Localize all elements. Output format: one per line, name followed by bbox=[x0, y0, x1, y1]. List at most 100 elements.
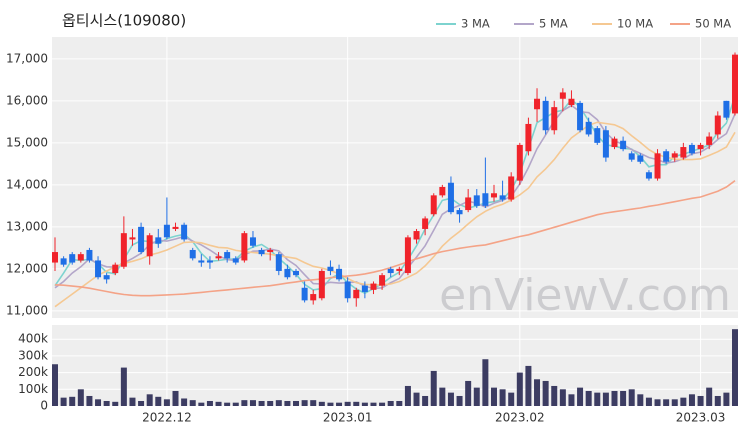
volume-bar bbox=[387, 400, 394, 406]
candle-body bbox=[189, 249, 196, 259]
candle-body bbox=[241, 233, 248, 261]
volume-bar bbox=[439, 387, 446, 406]
y-tick-label: 16,000 bbox=[6, 93, 48, 107]
volume-bar bbox=[534, 379, 541, 406]
candle-body bbox=[568, 98, 575, 106]
volume-bar bbox=[120, 367, 127, 406]
volume-bar bbox=[77, 389, 84, 406]
candle-body bbox=[77, 254, 84, 261]
candle-body bbox=[654, 153, 661, 179]
candle-body bbox=[258, 249, 265, 255]
candle-body bbox=[404, 237, 411, 274]
volume-bar bbox=[163, 399, 170, 406]
y-tick-label: 200k bbox=[18, 365, 48, 379]
volume-bar bbox=[490, 387, 497, 406]
volume-bar bbox=[732, 329, 738, 406]
candle-body bbox=[551, 107, 558, 131]
candle-body bbox=[585, 121, 592, 135]
legend-label: 50 MA bbox=[695, 17, 731, 31]
volume-bar bbox=[585, 390, 592, 406]
volume-bar bbox=[224, 402, 231, 406]
candle-body bbox=[275, 254, 282, 271]
volume-bar bbox=[86, 395, 93, 406]
volume-bar bbox=[594, 392, 601, 406]
volume-bar bbox=[60, 397, 67, 406]
volume-bar bbox=[611, 390, 618, 406]
candle-body bbox=[95, 260, 102, 278]
volume-bar bbox=[413, 392, 420, 406]
volume-bar bbox=[370, 402, 377, 406]
volume-bar bbox=[293, 400, 300, 406]
y-tick-label: 0 bbox=[40, 399, 48, 413]
volume-bar bbox=[353, 401, 360, 406]
volume-bar bbox=[52, 364, 58, 406]
candle-body bbox=[723, 100, 730, 118]
volume-bar bbox=[241, 400, 248, 406]
chart-title: 옵티시스(109080) bbox=[62, 12, 186, 30]
candle-body bbox=[301, 287, 308, 301]
volume-bar bbox=[396, 400, 403, 406]
volume-bar bbox=[249, 400, 256, 406]
y-tick-label: 400k bbox=[18, 332, 48, 346]
volume-bar bbox=[671, 399, 678, 406]
volume-bar bbox=[284, 400, 291, 406]
candle-body bbox=[310, 294, 317, 301]
volume-bar bbox=[267, 400, 274, 406]
candle-body bbox=[129, 237, 136, 240]
volume-bar bbox=[215, 401, 222, 406]
volume-bar bbox=[430, 370, 437, 406]
y-tick-label: 15,000 bbox=[6, 135, 48, 149]
candle-body bbox=[181, 224, 188, 240]
ma-line bbox=[54, 121, 736, 308]
volume-bar bbox=[620, 390, 627, 406]
y-tick-label: 17,000 bbox=[6, 51, 48, 65]
volume-bar bbox=[181, 398, 188, 406]
volume-bar bbox=[447, 392, 454, 406]
volume-bar bbox=[103, 400, 110, 406]
volume-bar bbox=[301, 400, 308, 406]
volume-bar bbox=[508, 392, 515, 406]
candle-body bbox=[456, 210, 463, 215]
volume-bar bbox=[232, 402, 239, 406]
volume-bar bbox=[69, 396, 76, 406]
candle-body bbox=[439, 186, 446, 196]
volume-bar bbox=[602, 392, 609, 406]
candle-body bbox=[620, 140, 627, 150]
volume-bar bbox=[318, 401, 325, 406]
y-tick-label: 12,000 bbox=[6, 261, 48, 275]
candle-body bbox=[60, 258, 67, 265]
candle-body bbox=[163, 224, 170, 238]
y-tick-label: 14,000 bbox=[6, 177, 48, 191]
candle-body bbox=[413, 231, 420, 240]
volume-bar bbox=[310, 400, 317, 406]
volume-bar bbox=[344, 401, 351, 406]
volume-bar bbox=[473, 387, 480, 406]
volume-bar bbox=[146, 394, 153, 406]
volume-bar bbox=[422, 395, 429, 406]
candle-body bbox=[473, 195, 480, 206]
candle-body bbox=[103, 275, 110, 280]
price-plot-area bbox=[52, 37, 738, 318]
candle-body bbox=[198, 260, 205, 263]
candle-body bbox=[482, 193, 489, 206]
y-tick-label: 13,000 bbox=[6, 219, 48, 233]
volume-bar bbox=[129, 397, 136, 406]
candle-body bbox=[732, 54, 738, 114]
volume-bar bbox=[336, 402, 343, 406]
candle-body bbox=[86, 249, 93, 261]
volume-bar bbox=[697, 395, 704, 406]
volume-bar bbox=[138, 400, 145, 406]
x-tick-label: 2023.01 bbox=[323, 411, 373, 425]
volume-bar bbox=[680, 397, 687, 406]
candle-body bbox=[508, 176, 515, 200]
candle-body bbox=[52, 252, 58, 263]
volume-bar bbox=[663, 399, 670, 406]
volume-bar bbox=[714, 395, 721, 406]
candle-body bbox=[525, 123, 532, 152]
volume-bar bbox=[155, 396, 162, 406]
legend-label: 5 MA bbox=[539, 17, 568, 31]
candle-body bbox=[602, 130, 609, 158]
y-tick-label: 300k bbox=[18, 348, 48, 362]
volume-bar bbox=[628, 389, 635, 406]
volume-bar bbox=[189, 400, 196, 406]
